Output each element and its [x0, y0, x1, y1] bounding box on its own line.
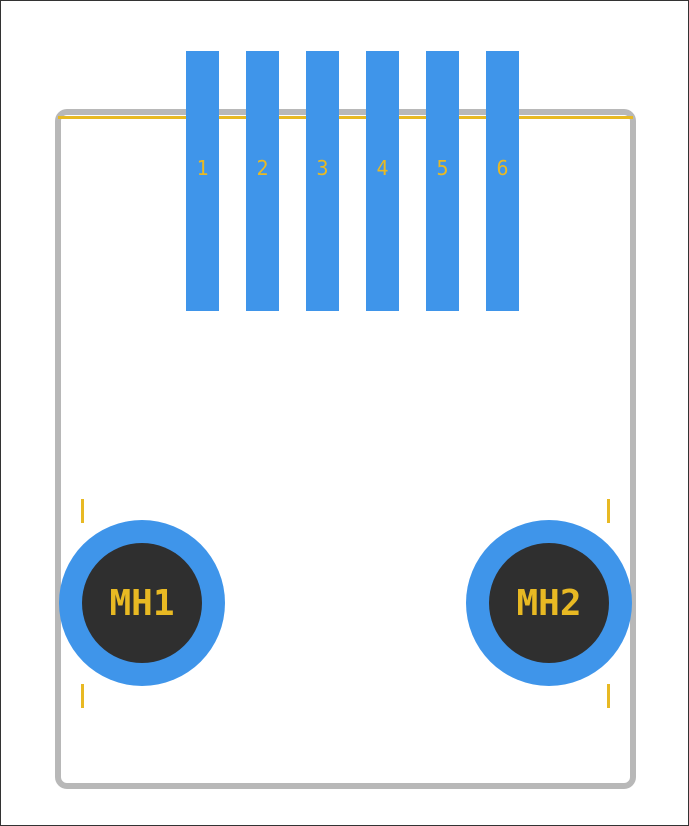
- connector-line: [399, 116, 426, 119]
- pin-3: [306, 51, 339, 311]
- pin-label-3: 3: [306, 156, 339, 180]
- pin-label-6: 6: [486, 156, 519, 180]
- connector-line: [519, 116, 633, 119]
- pin-label-1: 1: [186, 156, 219, 180]
- connector-line: [339, 116, 366, 119]
- connector-line: [459, 116, 486, 119]
- connector-line: [219, 116, 246, 119]
- mounting-hole-inner-2: MH2: [489, 543, 609, 663]
- mounting-hole-inner-1: MH1: [82, 543, 202, 663]
- connector-line: [81, 684, 84, 708]
- pin-5: [426, 51, 459, 311]
- footprint-canvas: 1 2 3 4 5 6 MH1 MH2: [0, 0, 689, 826]
- pin-6: [486, 51, 519, 311]
- pin-label-5: 5: [426, 156, 459, 180]
- pin-4: [366, 51, 399, 311]
- connector-line: [81, 499, 84, 523]
- pin-label-2: 2: [246, 156, 279, 180]
- pin-label-4: 4: [366, 156, 399, 180]
- pin-1: [186, 51, 219, 311]
- component-outline: [55, 109, 636, 789]
- mounting-hole-label-1: MH1: [109, 583, 174, 624]
- connector-line: [607, 499, 610, 523]
- connector-line: [58, 116, 186, 119]
- mounting-hole-label-2: MH2: [516, 583, 581, 624]
- connector-line: [279, 116, 306, 119]
- connector-line: [607, 684, 610, 708]
- pin-2: [246, 51, 279, 311]
